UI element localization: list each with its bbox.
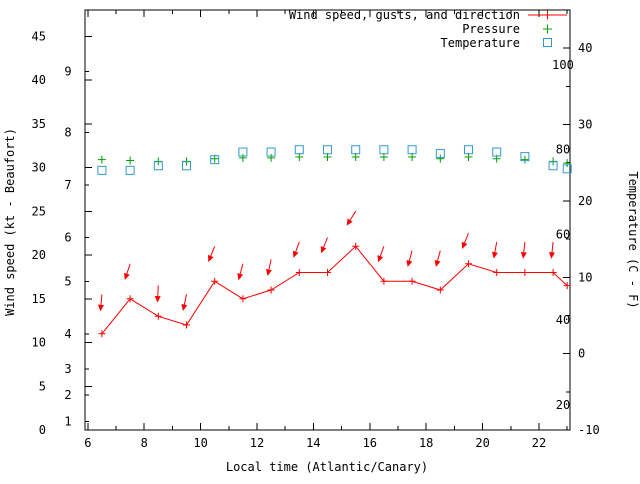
beaufort-tick-label: 6	[64, 231, 71, 245]
beaufort-tick-label: 5	[64, 274, 71, 288]
legend-label-temperature: Temperature	[441, 36, 520, 50]
temperature-marker	[351, 145, 361, 155]
wind-speed-markers	[98, 242, 571, 338]
y1-tick-label: 25	[32, 204, 46, 218]
x-tick-label: 10	[193, 436, 207, 450]
y1-axis-title: Wind speed (kt - Beaufort)	[3, 128, 17, 316]
wind-direction-arrow	[549, 241, 555, 259]
wind-direction-arrow	[154, 285, 161, 303]
beaufort-tick-label: 2	[64, 388, 71, 402]
fahrenheit-tick-label: 100	[552, 58, 574, 72]
wind-direction-arrow	[181, 294, 188, 312]
x-tick-label: 14	[306, 436, 320, 450]
temperature-marker	[210, 155, 220, 165]
beaufort-tick-label: 9	[64, 64, 71, 78]
y1-tick-label: 30	[32, 161, 46, 175]
y1-tick-label: 35	[32, 117, 46, 131]
wind-direction-arrow	[377, 246, 385, 263]
temperature-marker	[97, 165, 107, 175]
wind-direction-arrow	[434, 250, 441, 268]
wind-direction-arrow	[292, 241, 300, 258]
temperature-marker	[407, 145, 417, 155]
beaufort-tick-label: 7	[64, 178, 71, 192]
y2-tick-label: 40	[578, 41, 592, 55]
beaufort-tick-label: 4	[64, 327, 71, 341]
wind-direction-arrow	[237, 263, 244, 281]
fahrenheit-tick-label: 60	[556, 228, 570, 242]
beaufort-tick-label: 1	[64, 414, 71, 428]
wind-direction-arrow	[320, 237, 328, 254]
axis-tick-labels: 6 8 10 12 14 16 18 20 22051015202530354045123456…	[32, 29, 600, 450]
x-tick-label: 8	[141, 436, 148, 450]
y2-tick-label: 10	[578, 270, 592, 284]
y1-tick-label: 15	[32, 292, 46, 306]
y2-axis-title: Temperature (C - F)	[626, 171, 640, 308]
temperature-marker	[182, 161, 192, 171]
temperature-marker	[379, 145, 389, 155]
x-tick-label: 20	[475, 436, 489, 450]
y1-tick-label: 45	[32, 29, 46, 43]
temperature-marker	[435, 149, 445, 159]
legend-sample-pressure-plus	[543, 24, 552, 34]
temperature-marker	[323, 145, 332, 155]
fahrenheit-tick-label: 80	[556, 143, 570, 157]
wind-direction-arrow	[124, 263, 131, 280]
plot-border	[84, 9, 571, 431]
axis-ticks	[85, 10, 570, 431]
wind-direction-arrow	[520, 241, 527, 259]
y2-tick-label: 0	[578, 347, 585, 361]
legend-label-wind: Wind speed, gusts, and direction	[289, 8, 520, 22]
x-tick-label: 12	[250, 436, 264, 450]
y1-tick-label: 20	[32, 248, 46, 262]
temperature-marker	[520, 152, 530, 162]
wind-direction-arrow	[97, 294, 104, 312]
data-series	[97, 145, 572, 338]
temperature-marker	[125, 165, 135, 175]
temperature-marker	[548, 161, 558, 171]
fahrenheit-tick-label: 40	[556, 313, 570, 327]
wind-direction-arrow	[346, 210, 357, 226]
x-tick-label: 18	[419, 436, 433, 450]
y1-tick-label: 40	[32, 73, 46, 87]
legend-sample-temperature-square	[543, 38, 552, 47]
x-axis-title: Local time (Atlantic/Canary)	[226, 460, 428, 474]
y2-tick-label: -10	[578, 423, 600, 437]
fahrenheit-tick-label: 20	[556, 398, 570, 412]
wind-direction-arrow	[406, 250, 413, 268]
temperature-marker	[562, 164, 572, 174]
x-tick-label: 16	[363, 436, 377, 450]
temperature-marker	[463, 145, 473, 155]
wind-direction-arrow	[207, 246, 216, 263]
y2-tick-label: 20	[578, 194, 592, 208]
x-tick-label: 6	[84, 436, 91, 450]
legend-sample-wind-plus	[543, 10, 552, 20]
temperature-marker	[266, 147, 276, 157]
wind-speed-line	[101, 245, 568, 335]
temperature-marker	[492, 147, 502, 157]
y1-tick-label: 0	[39, 423, 46, 437]
legend: Wind speed, gusts, and direction Pressur…	[289, 8, 567, 50]
y1-tick-label: 5	[39, 379, 46, 393]
wind-direction-arrow	[461, 232, 469, 249]
y1-tick-label: 10	[32, 336, 46, 350]
x-tick-label: 22	[532, 436, 546, 450]
temperature-marker	[153, 161, 163, 171]
beaufort-tick-label: 3	[64, 362, 71, 376]
temperature-marker	[294, 145, 304, 155]
temperature-marker	[238, 147, 248, 157]
wind-direction-arrow	[491, 241, 498, 259]
legend-label-pressure: Pressure	[462, 22, 520, 36]
y2-tick-label: 30	[578, 118, 592, 132]
beaufort-tick-label: 8	[64, 126, 71, 140]
plot-area	[84, 9, 571, 431]
wind-direction-arrow	[265, 259, 272, 277]
